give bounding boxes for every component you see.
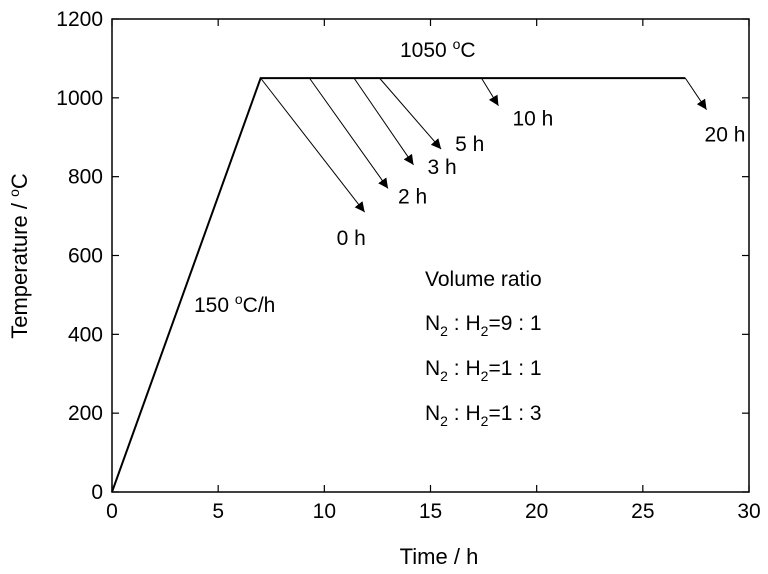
y-axis-label-degree: o (6, 189, 22, 197)
volume-ratio-title: Volume ratio (425, 268, 542, 291)
hold-time-label: 3 h (428, 156, 457, 179)
hold-time-label: 5 h (455, 133, 484, 156)
hold-time-arrow (309, 77, 389, 189)
x-axis-ticks: 0 5 10 15 20 25 30 (106, 19, 761, 523)
hold-time-label: 10 h (512, 108, 553, 131)
y-tick-label: 400 (68, 323, 103, 346)
y-axis-label-text: Temperature / (7, 197, 32, 339)
heating-rate-value: 150 (194, 294, 235, 317)
y-tick-label: 800 (68, 166, 103, 189)
y-axis-label: Temperature / oC (6, 173, 32, 339)
hold-time-label: 20 h (705, 124, 746, 147)
y-tick-label: 0 (91, 481, 103, 504)
y-tick-label: 200 (68, 402, 103, 425)
plateau-temperature-label: 1050 oC (400, 36, 476, 62)
x-tick-label: 25 (631, 500, 654, 523)
x-tick-label: 20 (525, 500, 548, 523)
y-tick-label: 600 (68, 245, 103, 268)
x-tick-label: 10 (313, 500, 336, 523)
y-axis-ticks: 0 200 400 600 800 1000 1200 (56, 8, 749, 504)
volume-ratio-line-1: N2 : H2=9 : 1 (425, 312, 542, 339)
series-group (111, 77, 686, 493)
temperature-profile-line (111, 77, 686, 493)
heating-rate-label: 150 oC/h (194, 291, 275, 317)
x-tick-label: 15 (419, 500, 442, 523)
hold-time-arrow (481, 77, 499, 106)
heating-rate-unit: C/h (243, 294, 276, 317)
y-tick-label: 1200 (56, 8, 103, 31)
x-tick-label: 30 (737, 500, 760, 523)
hold-time-label: 2 h (398, 185, 427, 208)
y-tick-label: 1000 (56, 87, 103, 110)
plateau-unit: C (460, 39, 475, 62)
y-axis-label-unit: C (7, 173, 32, 189)
plateau-degree: o (453, 36, 461, 52)
x-tick-label: 5 (212, 500, 224, 523)
hold-time-arrow (260, 77, 366, 213)
plateau-temperature-value: 1050 (400, 39, 453, 62)
hold-time-arrow (684, 77, 707, 110)
hold-time-arrow (353, 77, 414, 166)
x-tick-label: 0 (106, 500, 118, 523)
volume-ratio-line-3: N2 : H2=1 : 3 (425, 402, 542, 429)
volume-ratio-line-2: N2 : H2=1 : 1 (425, 357, 542, 384)
x-axis-label: Time / h (400, 544, 479, 569)
hold-arrows: 0 h 2 h3 h5 h 10 h 20 h (260, 77, 746, 250)
heating-rate-degree: o (235, 291, 243, 307)
hold-time-label: 0 h (337, 227, 366, 250)
hold-time-arrow (379, 77, 442, 150)
